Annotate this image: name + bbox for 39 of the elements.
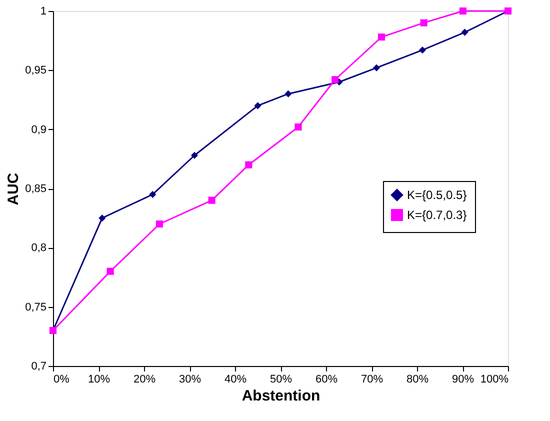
y-tick-label: 0,7 — [31, 360, 46, 372]
point — [378, 33, 386, 41]
x-tick-label: 100% — [480, 374, 509, 386]
point — [332, 76, 339, 84]
point — [149, 190, 156, 198]
point — [459, 7, 466, 15]
y-tick-label: 0,95 — [25, 64, 46, 77]
legend-label: K={0.5,0.5} — [407, 188, 467, 202]
y-tick-label: 0,9 — [31, 124, 46, 136]
point — [294, 123, 302, 130]
point — [98, 214, 106, 222]
y-tick-label: 0,85 — [25, 183, 46, 195]
point — [208, 196, 216, 204]
x-tick-label: 40% — [224, 374, 247, 386]
point — [418, 46, 426, 54]
point — [284, 90, 292, 98]
x-tick-label: 80% — [406, 374, 429, 386]
x-tick-label: 30% — [178, 374, 202, 386]
x-tick-label: 70% — [360, 374, 384, 386]
x-tick-label: 20% — [133, 374, 156, 386]
point — [420, 19, 428, 26]
x-tick-label: 60% — [315, 374, 338, 386]
x-axis-title: Abstention — [242, 388, 320, 404]
y-tick-label: 0,8 — [31, 242, 46, 254]
point — [461, 28, 468, 36]
point — [106, 268, 114, 275]
y-tick-label: 0,75 — [25, 301, 46, 314]
x-tick-label: 90% — [452, 374, 474, 386]
y-axis-title: AUC — [5, 172, 22, 206]
x-tick-label: 10% — [88, 374, 110, 386]
x-tick-label: 50% — [270, 374, 292, 386]
point — [190, 152, 198, 159]
point — [156, 220, 164, 228]
x-tick-label: 0% — [54, 374, 70, 386]
y-tick-label: 1 — [40, 6, 46, 18]
point — [254, 102, 262, 110]
point — [372, 64, 380, 72]
point — [245, 161, 252, 168]
legend-label: K={0.7,0.3} — [407, 208, 467, 222]
